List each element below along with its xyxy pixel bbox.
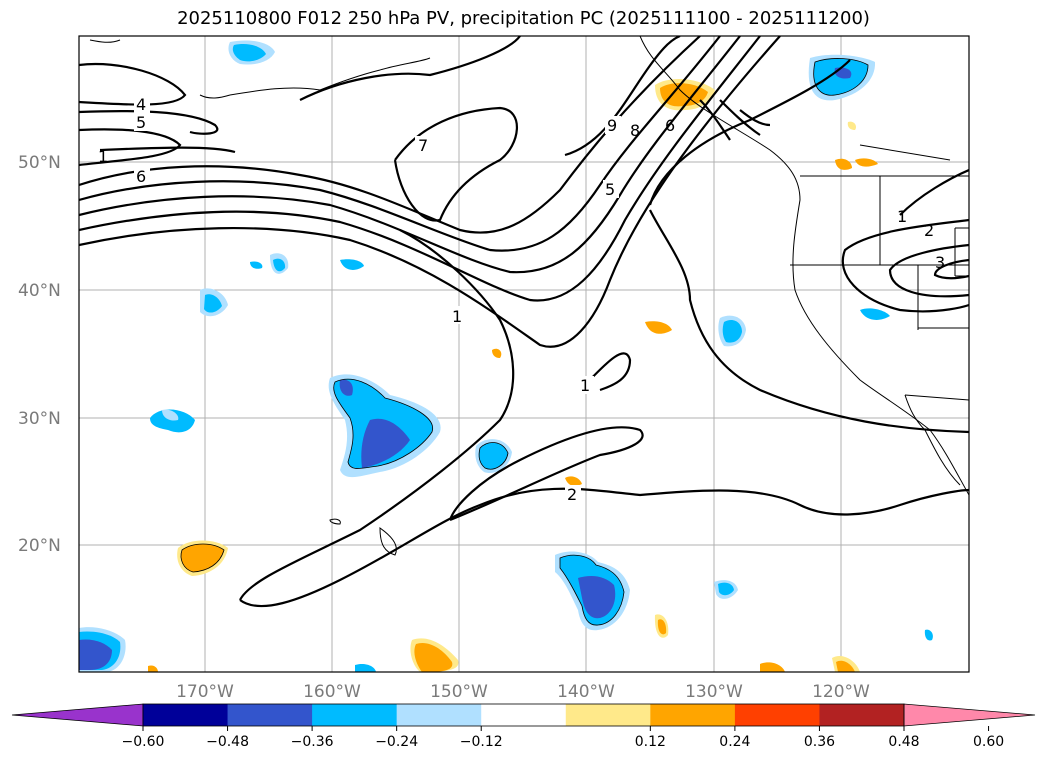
colorbar-ticks: −0.60 −0.48 −0.36 −0.24 −0.12 0.12 0.24 0.36 0.4… <box>122 726 1004 750</box>
precip-outlines <box>180 58 869 626</box>
lon-label: 160°W <box>303 682 361 702</box>
colorbar-frame <box>142 703 905 727</box>
pv-contour <box>79 109 219 135</box>
colorbar-tick-label: −0.24 <box>375 734 418 750</box>
contour-label: 6 <box>665 116 675 135</box>
contour-label: 4 <box>136 95 146 114</box>
lon-label: 120°W <box>812 682 870 702</box>
pv-contour <box>239 229 515 601</box>
latitude-labels: 50°N 40°N 30°N 20°N <box>18 153 61 556</box>
pv-contour <box>79 63 187 106</box>
contour-label: 6 <box>136 167 146 186</box>
pv-contour <box>79 36 721 252</box>
colorbar-segment <box>650 704 736 726</box>
colorbar-segment <box>734 704 820 726</box>
colorbar-segment <box>565 704 651 726</box>
lat-label: 50°N <box>18 153 61 173</box>
colorbar-tick-label: 0.24 <box>719 734 750 750</box>
contour-label: 1 <box>897 207 907 226</box>
contour-label: 3 <box>935 253 945 272</box>
chart-title: 2025110800 F012 250 hPa PV, precipitatio… <box>177 8 870 29</box>
pv-contour <box>933 258 969 280</box>
colorbar-segment <box>396 704 482 726</box>
pv-contour <box>448 426 644 522</box>
lon-label: 140°W <box>557 682 615 702</box>
contour-label: 1 <box>580 376 590 395</box>
colorbar-tick-label: −0.60 <box>122 734 165 750</box>
pv-contour <box>648 59 851 206</box>
pv-contour <box>739 109 771 127</box>
precip-shading <box>79 40 933 672</box>
contour-label: 1 <box>452 307 462 326</box>
pv-contour <box>649 209 969 434</box>
colorbar-segment <box>819 704 905 726</box>
contour-label: 2 <box>567 485 577 504</box>
lon-label: 150°W <box>430 682 488 702</box>
longitude-labels: 170°W 160°W 150°W 140°W 130°W 120°W <box>176 682 870 702</box>
lat-label: 40°N <box>18 281 61 301</box>
pv-contour <box>239 487 969 608</box>
colorbar-segment <box>312 704 398 726</box>
pv-contour <box>299 36 521 101</box>
pv-contour <box>899 168 969 216</box>
map-area <box>79 36 969 672</box>
contour-label: 7 <box>418 136 428 155</box>
contour-labels: 4 5 6 1 7 9 8 6 5 1 1 1 2 2 3 <box>98 95 945 504</box>
pv-contour <box>564 36 681 157</box>
colorbar-segment <box>227 704 313 726</box>
lon-label: 170°W <box>176 682 234 702</box>
colorbar-segment <box>143 704 229 726</box>
state-borders <box>790 175 969 401</box>
pv-contour <box>699 99 731 141</box>
contour-label: 9 <box>607 116 617 135</box>
pv-contour <box>719 99 761 136</box>
colorbar-tick-label: −0.12 <box>460 734 503 750</box>
pv-contour <box>79 36 701 234</box>
contour-label: 5 <box>605 180 615 199</box>
colorbar-tick-label: 0.60 <box>973 734 1004 750</box>
pv-contour <box>79 36 761 302</box>
pv-contours <box>79 36 969 608</box>
pv-contour <box>888 243 969 298</box>
colorbar-tick-label: −0.48 <box>206 734 249 750</box>
pv-contour <box>79 36 741 274</box>
colorbar-tick-label: 0.36 <box>804 734 835 750</box>
pv-contour <box>79 128 182 167</box>
lon-label: 130°W <box>685 682 743 702</box>
contour-label: 8 <box>630 121 640 140</box>
map-frame <box>78 35 970 673</box>
pv-contour <box>99 146 236 154</box>
pv-contour <box>841 218 969 313</box>
contour-label: 1 <box>98 147 108 166</box>
lat-label: 30°N <box>18 409 61 429</box>
pv-contour <box>393 106 518 222</box>
contour-label: 2 <box>924 221 934 240</box>
colorbar-tick-label: 0.48 <box>888 734 919 750</box>
colorbar-tick-label: 0.12 <box>635 734 666 750</box>
colorbar-segment <box>481 704 567 726</box>
colorbar <box>11 703 1036 727</box>
colorbar-extend-low <box>11 703 144 727</box>
colorbar-extend-high <box>903 703 1036 727</box>
contour-label: 5 <box>136 113 146 132</box>
pv-contour <box>579 352 632 392</box>
lat-label: 20°N <box>18 536 61 556</box>
colorbar-tick-label: −0.36 <box>291 734 334 750</box>
